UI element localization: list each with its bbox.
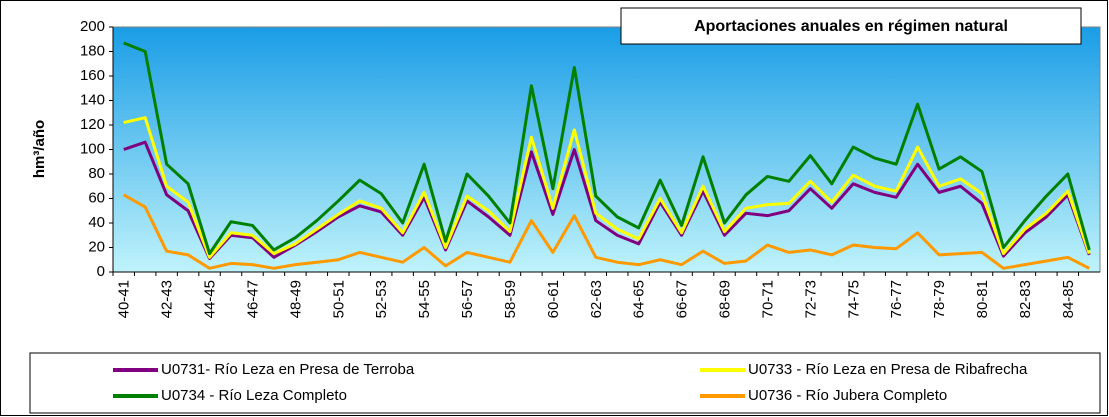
x-tick-label: 48-49 [287, 280, 304, 318]
x-tick-label: 50-51 [330, 280, 347, 318]
x-tick-label: 74-75 [845, 280, 862, 318]
x-tick-label: 84-85 [1060, 280, 1077, 318]
x-tick-label: 68-69 [717, 280, 734, 318]
x-tick-label: 66-67 [674, 280, 691, 318]
x-tick-label: 64-65 [631, 280, 648, 318]
series-line [123, 116, 1091, 259]
x-tick-label: 78-79 [931, 280, 948, 318]
y-tick-label: 100 [80, 140, 105, 157]
x-tick-label: 56-57 [459, 280, 476, 318]
series-line [122, 193, 1090, 270]
y-tick-label: 140 [80, 91, 105, 108]
x-tick-label: 76-77 [888, 280, 905, 318]
x-tick-label: 44-45 [202, 280, 219, 318]
series-line [123, 41, 1091, 256]
series-line [123, 140, 1091, 261]
y-tick-label: 160 [80, 67, 105, 84]
x-tick-label: 58-59 [502, 280, 519, 318]
x-tick-label: 70-71 [759, 280, 776, 318]
title-box [620, 7, 1082, 45]
x-tick-label: 60-61 [545, 280, 562, 318]
plot-area [112, 26, 1101, 273]
legend-label: U0731- Río Leza en Presa de Terroba [161, 361, 415, 378]
y-tick-label: 200 [80, 18, 105, 35]
x-tick-label: 80-81 [974, 280, 991, 318]
y-tick-label: 20 [88, 238, 105, 255]
x-tick-label: 40-41 [116, 280, 133, 318]
x-tick-label: 62-63 [588, 280, 605, 318]
y-tick-label: 180 [80, 42, 105, 59]
x-tick-label: 42-43 [159, 280, 176, 318]
y-axis-label: hm³/año [31, 120, 48, 178]
x-tick-label: 82-83 [1017, 280, 1034, 318]
legend-label: U0736 - Río Jubera Completo [748, 387, 947, 404]
x-tick-label: 54-55 [416, 280, 433, 318]
chart-title: Aportaciones anuales en régimen natural [694, 18, 1008, 35]
y-tick-label: 60 [88, 189, 105, 206]
x-tick-label: 46-47 [244, 280, 261, 318]
x-tick-label: 52-53 [373, 280, 390, 318]
y-tick-label: 80 [88, 165, 105, 182]
y-tick-label: 0 [97, 263, 105, 280]
y-tick-label: 120 [80, 116, 105, 133]
legend [29, 352, 1101, 414]
legend-label: U0733 - Río Leza en Presa de Ribafrecha [748, 361, 1028, 378]
x-tick-label: 72-73 [802, 280, 819, 318]
y-tick-label: 40 [88, 214, 105, 231]
legend-label: U0734 - Río Leza Completo [161, 387, 347, 404]
